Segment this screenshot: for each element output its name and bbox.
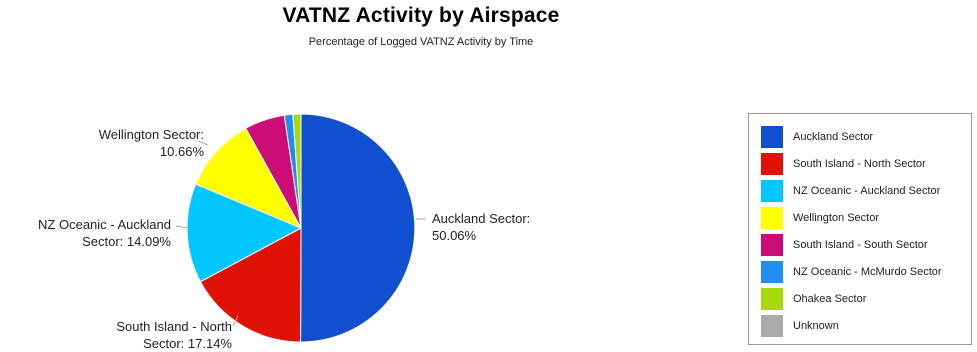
slice-label-line: 50.06% (432, 228, 477, 243)
legend-swatch (761, 314, 783, 337)
legend-swatch (761, 152, 783, 175)
legend-label: Auckland Sector (793, 130, 874, 143)
legend-label: NZ Oceanic - Auckland Sector (793, 184, 941, 197)
legend-item: Unknown (761, 312, 971, 339)
slice-label-line: South Island - North (116, 319, 232, 334)
legend-swatch (761, 287, 783, 310)
pie-slice-ohakea-sector (292, 113, 302, 229)
legend-swatch (761, 125, 783, 148)
legend-label: South Island - North Sector (793, 157, 926, 170)
slice-label: NZ Oceanic - Auckland Sector: 14.09% (38, 216, 171, 250)
legend-label: Unknown (793, 319, 839, 332)
slice-label-line: Wellington Sector: (98, 127, 204, 142)
legend-label: NZ Oceanic - McMurdo Sector (793, 265, 942, 278)
pie-slice-auckland-sector (300, 113, 416, 343)
legend-item: NZ Oceanic - Auckland Sector (761, 177, 971, 204)
legend-item: South Island - South Sector (761, 231, 971, 258)
label-connector (175, 225, 188, 229)
legend-item: Wellington Sector (761, 204, 971, 231)
slice-label: Wellington Sector: 10.66% (99, 126, 204, 160)
chart-subtitle: Percentage of Logged VATNZ Activity by T… (308, 36, 534, 48)
slice-label: Auckland Sector: 50.06% (432, 210, 530, 244)
slice-label-line: Auckland Sector: (432, 211, 531, 226)
label-connector (197, 140, 209, 146)
legend-swatch (761, 233, 783, 256)
legend-label: Wellington Sector (793, 211, 880, 224)
pie-slice-south-island-north-sector (199, 227, 302, 343)
legend-label: Ohakea Sector (793, 292, 867, 305)
legend-swatch (761, 179, 783, 202)
legend-label: South Island - South Sector (793, 238, 928, 251)
label-connector (232, 315, 239, 327)
slice-label-line: 10.66% (159, 144, 204, 159)
legend-item: Ohakea Sector (761, 285, 971, 312)
legend-item: NZ Oceanic - McMurdo Sector (761, 258, 971, 285)
slice-label-line: NZ Oceanic - Auckland (38, 217, 171, 232)
slice-label: South Island - North Sector: 17.14% (116, 318, 232, 352)
pie-slice-wellington-sector (195, 127, 303, 230)
legend-item: Auckland Sector (761, 123, 971, 150)
slice-label-line: Sector: 17.14% (143, 336, 232, 351)
legend-item: South Island - North Sector (761, 150, 971, 177)
legend-swatch (761, 206, 783, 229)
slice-label-line: Sector: 14.09% (82, 234, 171, 249)
chart-title: VATNZ Activity by Airspace (282, 4, 560, 27)
legend-swatch (761, 260, 783, 283)
legend: Auckland Sector South Island - North Sect… (748, 113, 972, 345)
pie-slice-nz-oceanic-auckland-sector (186, 183, 303, 283)
